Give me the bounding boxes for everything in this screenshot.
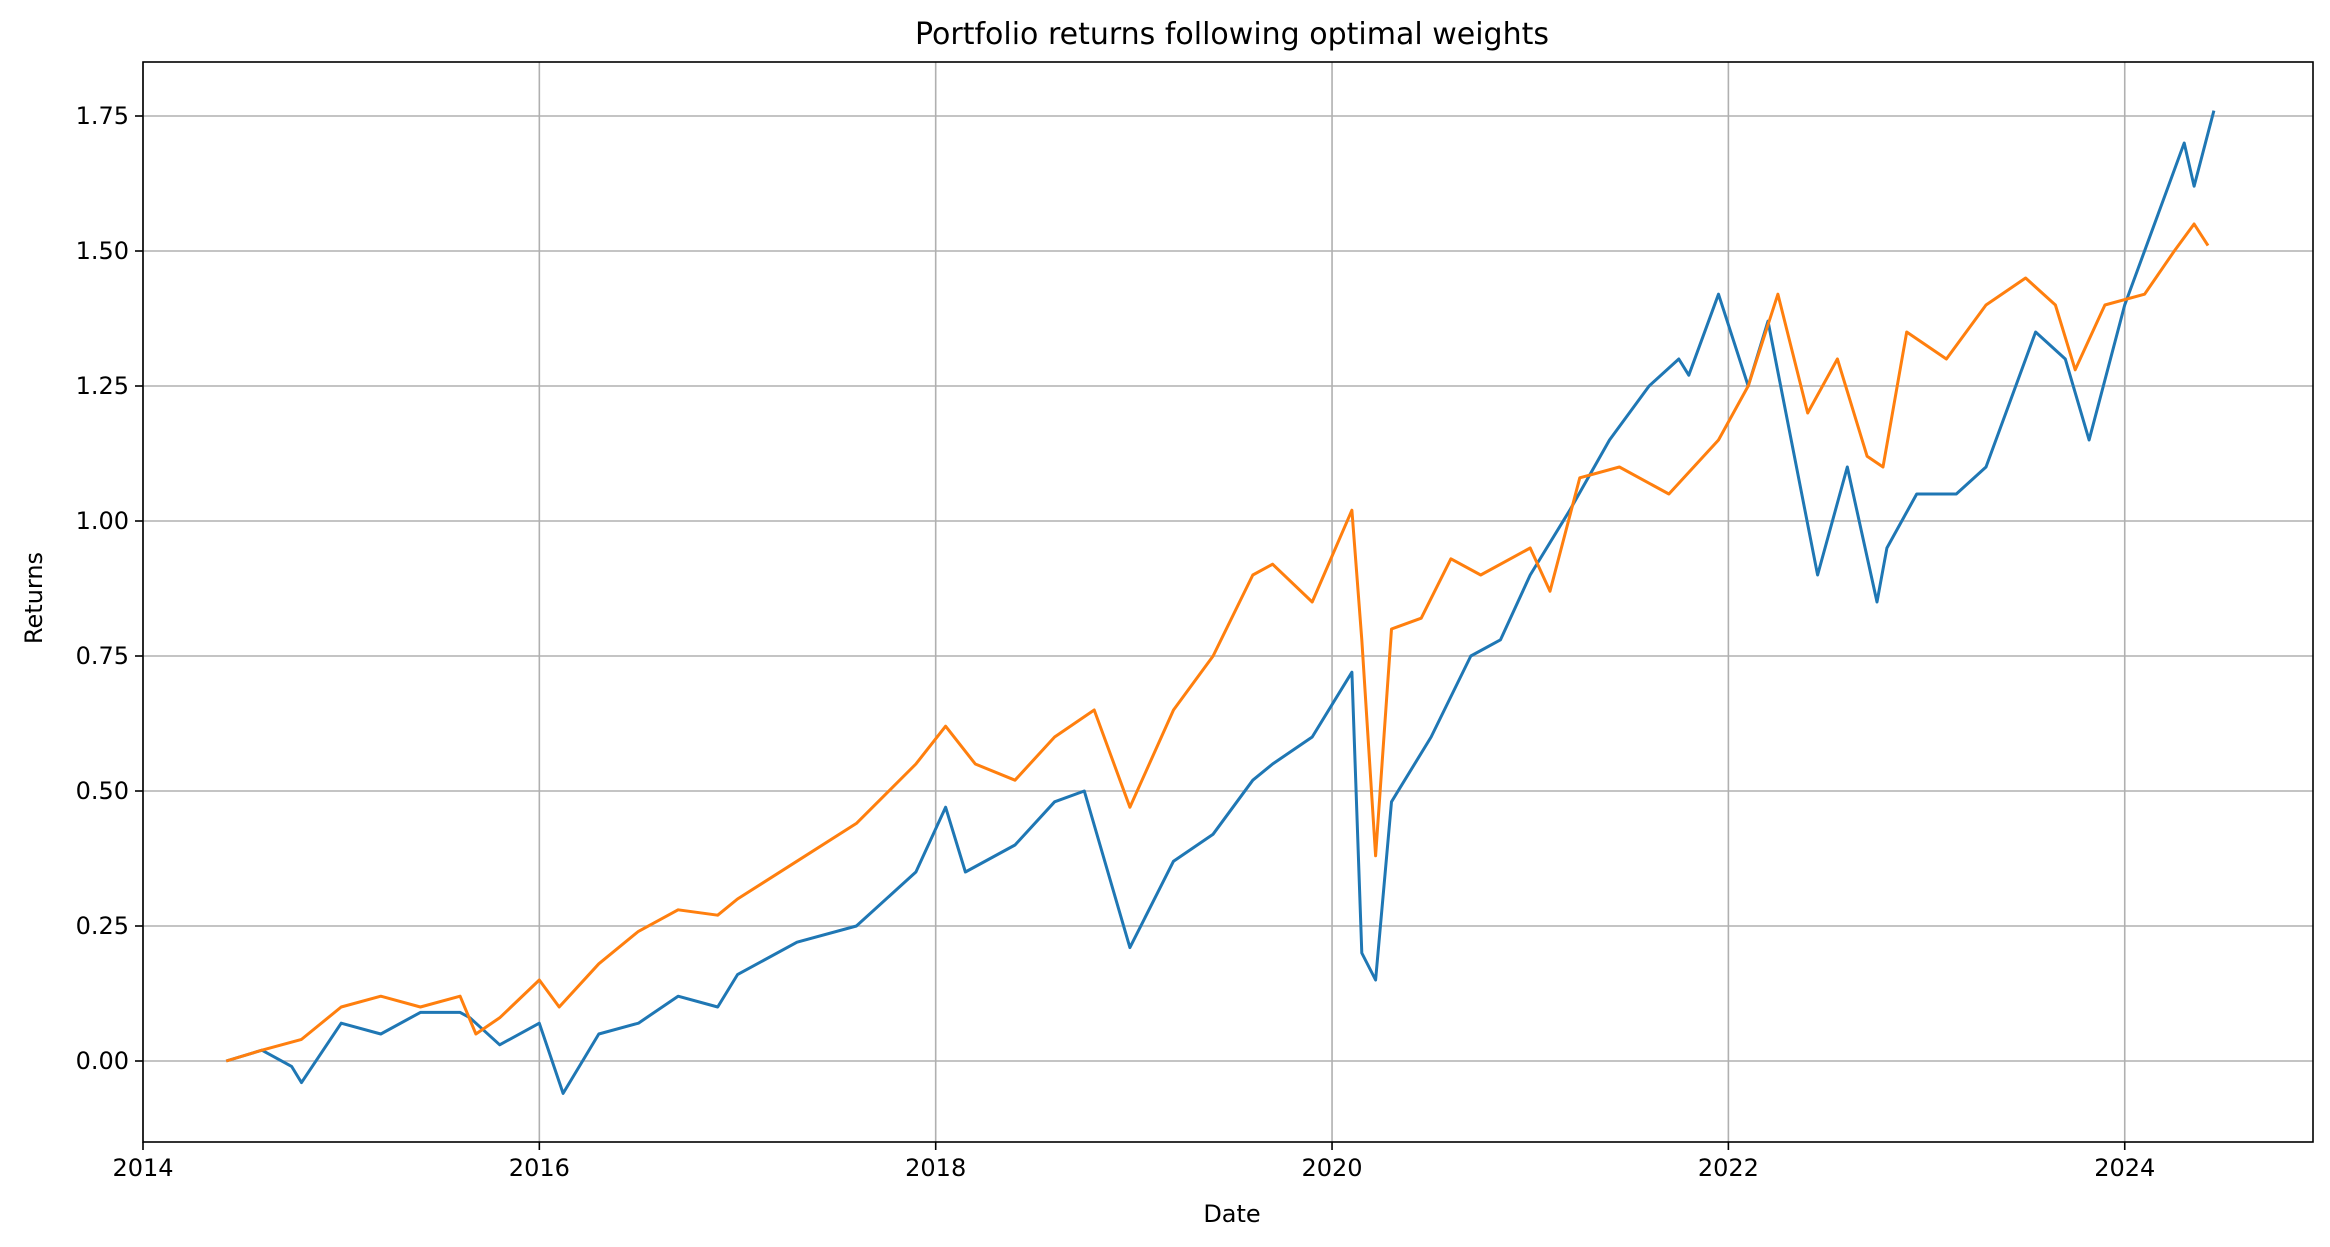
x-tick-label: 2016 (509, 1154, 570, 1182)
x-tick-label: 2022 (1698, 1154, 1759, 1182)
y-tick-label: 1.25 (76, 372, 129, 400)
x-tick-label: 2020 (1302, 1154, 1363, 1182)
plot-area-frame (142, 61, 2314, 1143)
y-tick-label: 0.50 (76, 777, 129, 805)
y-axis-label: Returns (20, 552, 48, 644)
y-tick-label: 0.00 (76, 1047, 129, 1075)
series-line-2 (225, 222, 2210, 1063)
x-tick-label: 2014 (112, 1154, 173, 1182)
x-tick-label: 2024 (2094, 1154, 2155, 1182)
x-axis-ticks: 2014 2016 2018 2020 2022 2024 (112, 1142, 2155, 1182)
series-line-1 (225, 110, 2216, 1095)
x-tick-label: 2018 (905, 1154, 966, 1182)
y-tick-label: 0.25 (76, 912, 129, 940)
y-tick-label: 1.75 (76, 102, 129, 130)
grid (142, 62, 2313, 1142)
y-tick-label: 0.75 (76, 642, 129, 670)
series-lines (225, 110, 2216, 1095)
y-tick-label: 1.50 (76, 237, 129, 265)
x-axis-label: Date (1203, 1200, 1260, 1228)
y-tick-label: 1.00 (76, 507, 129, 535)
chart-title: Portfolio returns following optimal weig… (915, 17, 1549, 52)
y-axis-ticks: 0.00 0.25 0.50 0.75 1.00 1.25 1.50 1.75 (76, 102, 143, 1075)
